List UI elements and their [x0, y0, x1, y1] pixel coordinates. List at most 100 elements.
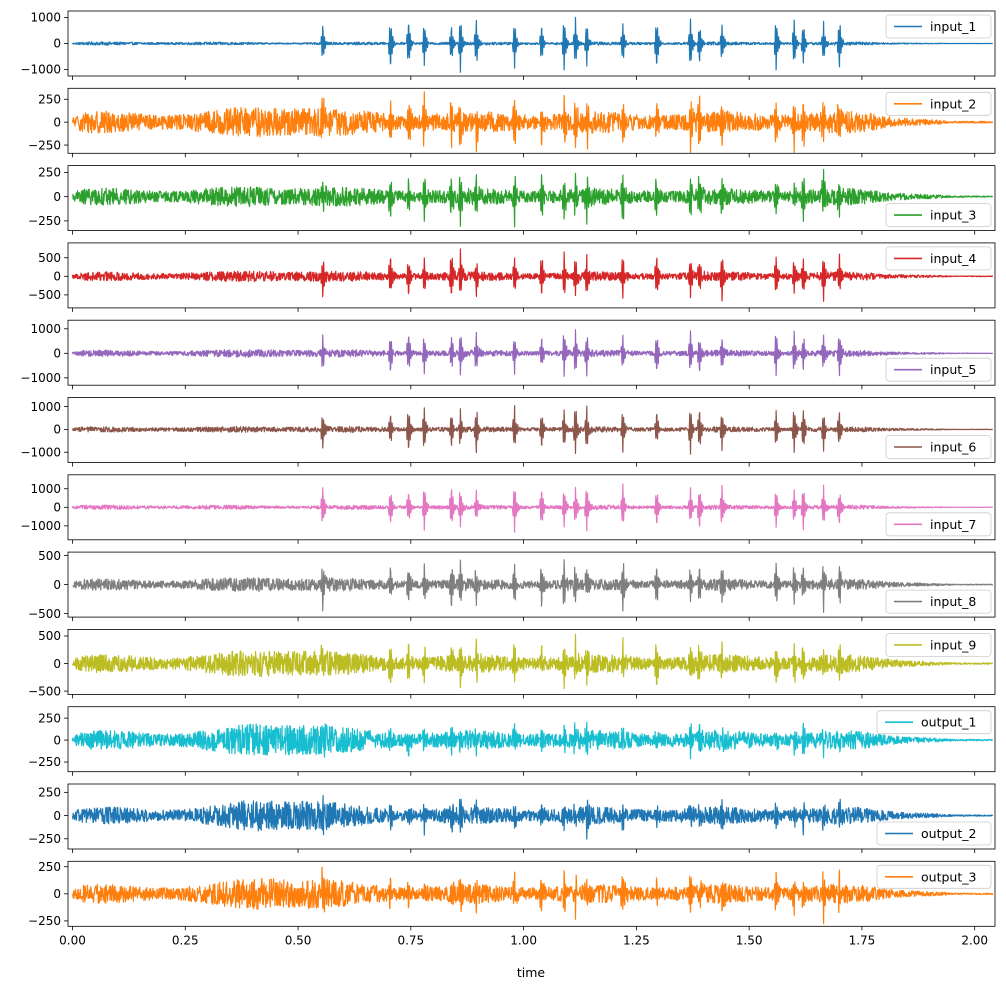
subplot-input_3: −250 0 250 input_3	[28, 165, 996, 235]
y-tick-label: 1000	[30, 400, 61, 414]
legend-box	[885, 357, 992, 382]
y-tick-label: −500	[28, 288, 61, 302]
subplot-input_6: −1000 0 1000 input_6	[20, 397, 996, 467]
legend-box	[885, 435, 992, 459]
legend-input_6: input_6	[885, 435, 992, 459]
y-tick-label: 0	[53, 578, 61, 592]
y-tick-label: 0	[53, 887, 61, 901]
legend-label: input_4	[930, 251, 976, 266]
y-tick-label: −250	[28, 832, 61, 846]
subplot-input_2: −250 0 250 input_2	[28, 87, 996, 158]
x-tick-label: 0.75	[397, 933, 424, 947]
legend-input_9: input_9	[885, 633, 992, 657]
legend-box	[885, 203, 992, 228]
x-tick-label: 1.25	[623, 933, 650, 947]
axes-frame	[67, 319, 996, 386]
series-line-output_1	[71, 721, 994, 760]
legend-label: input_9	[930, 637, 976, 652]
y-tick-label: −500	[28, 607, 61, 621]
legend-output_3: output_3	[876, 864, 992, 889]
legend-label: input_2	[930, 96, 976, 111]
y-tick-label: −1000	[20, 371, 61, 385]
subplot-grid: −1000 0 1000 input_1 −250 0 250 input_2 −250 0 250…	[20, 10, 996, 931]
y-tick-label: 250	[38, 711, 61, 725]
legend-output_2: output_2	[876, 821, 992, 846]
y-tick-label: −250	[28, 214, 61, 228]
y-tick-label: −250	[28, 914, 61, 928]
legend-input_5: input_5	[885, 357, 992, 382]
y-tick-label: −250	[28, 755, 61, 769]
y-tick-label: 0	[53, 809, 61, 823]
legend-input_3: input_3	[885, 203, 992, 228]
legend-label: input_8	[930, 594, 976, 609]
series-line-input_2	[71, 91, 994, 153]
legend-input_7: input_7	[885, 512, 992, 537]
y-tick-label: 250	[38, 786, 61, 800]
y-tick-label: 1000	[30, 322, 61, 336]
series-line-input_6	[71, 405, 993, 455]
y-tick-label: 0	[53, 347, 61, 361]
y-tick-label: 0	[53, 115, 61, 129]
x-tick-label: 1.00	[510, 933, 537, 947]
y-tick-label: 0	[53, 501, 61, 515]
series-line-input_5	[71, 329, 994, 377]
legend-box	[885, 633, 992, 657]
legend-input_1: input_1	[885, 14, 992, 39]
legend-label: input_1	[930, 19, 976, 34]
series-line-input_7	[71, 483, 994, 533]
y-tick-label: 0	[53, 657, 61, 671]
axes-frame	[67, 629, 996, 695]
y-tick-label: −1000	[20, 445, 61, 459]
subplot-input_8: −500 0 500 input_8	[28, 549, 996, 622]
y-tick-label: 500	[38, 251, 61, 265]
subplot-input_4: −500 0 500 input_4	[28, 242, 996, 312]
legend-label: input_7	[930, 517, 976, 532]
axes-frame	[67, 165, 996, 232]
subplot-input_5: −1000 0 1000 input_5	[20, 319, 996, 390]
legend-label: input_6	[930, 440, 976, 455]
legend-label: output_3	[921, 869, 976, 884]
x-tick-label: 0.00	[59, 933, 86, 947]
subplot-input_7: −1000 0 1000 input_7	[20, 474, 996, 544]
y-tick-label: 0	[53, 37, 61, 51]
legend-input_8: input_8	[885, 589, 992, 614]
series-line-input_4	[71, 248, 994, 302]
series-line-output_3	[71, 866, 994, 925]
y-tick-label: −250	[28, 138, 61, 152]
series-line-input_8	[72, 559, 994, 613]
legend-output_1: output_1	[876, 710, 992, 735]
y-tick-label: 500	[38, 629, 61, 643]
legend-box	[885, 512, 992, 537]
axes-frame	[67, 397, 996, 463]
subplot-input_1: −1000 0 1000 input_1	[20, 10, 996, 80]
legend-box	[885, 91, 992, 116]
y-tick-label: 250	[38, 860, 61, 874]
legend-label: output_1	[921, 715, 976, 730]
legend-input_2: input_2	[885, 91, 992, 116]
y-tick-label: 0	[53, 270, 61, 284]
y-tick-label: −1000	[20, 519, 61, 533]
subplot-output_1: −250 0 250 output_1	[28, 706, 996, 776]
subplot-input_9: −500 0 500 input_9	[28, 629, 996, 699]
axes-frame	[67, 87, 996, 154]
y-tick-label: 0	[53, 190, 61, 204]
axes-frame	[67, 242, 996, 309]
legend-label: input_3	[930, 208, 976, 223]
series-line-input_3	[72, 169, 993, 228]
x-tick-label: 2.00	[961, 933, 988, 947]
legend-box	[885, 589, 992, 614]
legend-label: input_5	[930, 362, 976, 377]
series-line-output_2	[71, 794, 994, 840]
legend-box	[885, 246, 992, 271]
legend-input_4: input_4	[885, 246, 992, 271]
y-tick-label: −1000	[20, 63, 61, 77]
y-tick-label: 0	[53, 733, 61, 747]
x-tick-label: 1.50	[736, 933, 763, 947]
series-line-input_9	[71, 633, 993, 690]
subplot-output_3: −250 0 250 output_3	[28, 860, 996, 931]
subplot-output_2: −250 0 250 output_2	[28, 783, 996, 853]
y-tick-label: 500	[38, 549, 61, 563]
y-tick-label: 250	[38, 92, 61, 106]
